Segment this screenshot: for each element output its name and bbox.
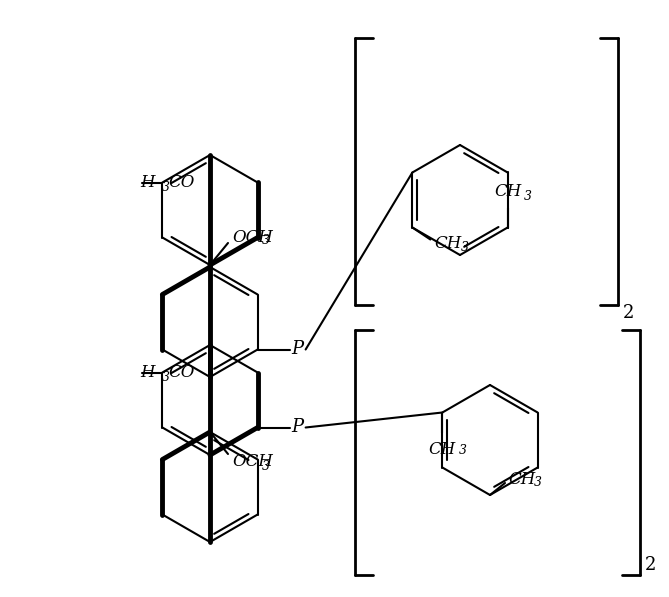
Text: CH: CH <box>494 183 521 199</box>
Text: CH: CH <box>429 441 456 457</box>
Text: 2: 2 <box>623 304 634 322</box>
Text: 3: 3 <box>460 241 468 254</box>
Text: P: P <box>292 418 304 436</box>
Text: CO: CO <box>169 174 195 191</box>
Text: OCH: OCH <box>232 229 273 245</box>
Text: H: H <box>140 364 155 381</box>
Text: 3: 3 <box>161 181 169 194</box>
Text: 2: 2 <box>645 556 656 574</box>
Text: CH: CH <box>508 470 535 488</box>
Text: H: H <box>140 174 155 191</box>
Text: CO: CO <box>169 364 195 381</box>
Text: 3: 3 <box>262 235 270 248</box>
Text: 3: 3 <box>161 371 169 384</box>
Text: 3: 3 <box>458 445 466 457</box>
Text: CH: CH <box>434 235 462 252</box>
Text: 3: 3 <box>524 190 532 204</box>
Text: 3: 3 <box>262 460 270 472</box>
Text: 3: 3 <box>534 476 542 490</box>
Text: P: P <box>292 340 304 359</box>
Text: OCH: OCH <box>232 454 273 470</box>
